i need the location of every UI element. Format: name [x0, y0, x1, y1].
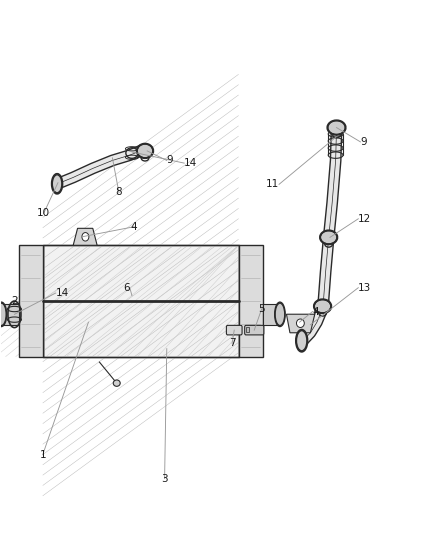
Ellipse shape [275, 303, 285, 326]
Ellipse shape [297, 319, 304, 327]
Ellipse shape [0, 303, 6, 326]
FancyBboxPatch shape [226, 325, 242, 335]
Ellipse shape [82, 232, 89, 241]
Text: 9: 9 [360, 137, 367, 147]
Text: 2: 2 [11, 296, 18, 306]
Polygon shape [1, 304, 19, 325]
Text: 10: 10 [37, 208, 50, 219]
Bar [43, 245, 239, 357]
Text: 3: 3 [161, 474, 168, 483]
Text: 14: 14 [56, 288, 69, 298]
Ellipse shape [297, 330, 307, 351]
Text: 8: 8 [116, 187, 122, 197]
Polygon shape [246, 327, 249, 332]
Text: 4: 4 [131, 222, 138, 232]
Bar [43, 245, 239, 357]
Text: 1: 1 [39, 450, 46, 460]
Ellipse shape [113, 380, 120, 386]
Text: 11: 11 [266, 179, 279, 189]
Text: 13: 13 [358, 282, 371, 293]
Text: 6: 6 [123, 282, 130, 293]
Ellipse shape [137, 144, 153, 158]
Polygon shape [262, 304, 280, 325]
Ellipse shape [321, 231, 337, 244]
Text: 5: 5 [258, 304, 265, 314]
Ellipse shape [314, 300, 331, 313]
Polygon shape [19, 245, 43, 357]
Ellipse shape [328, 120, 345, 134]
Text: 14: 14 [184, 158, 198, 168]
Ellipse shape [52, 175, 62, 193]
FancyBboxPatch shape [245, 325, 264, 335]
Text: 7: 7 [229, 338, 235, 349]
Text: 9: 9 [167, 156, 173, 165]
Polygon shape [73, 228, 97, 245]
Text: 4: 4 [313, 306, 319, 317]
Polygon shape [286, 314, 315, 333]
Polygon shape [239, 245, 262, 357]
Text: 12: 12 [358, 214, 371, 224]
